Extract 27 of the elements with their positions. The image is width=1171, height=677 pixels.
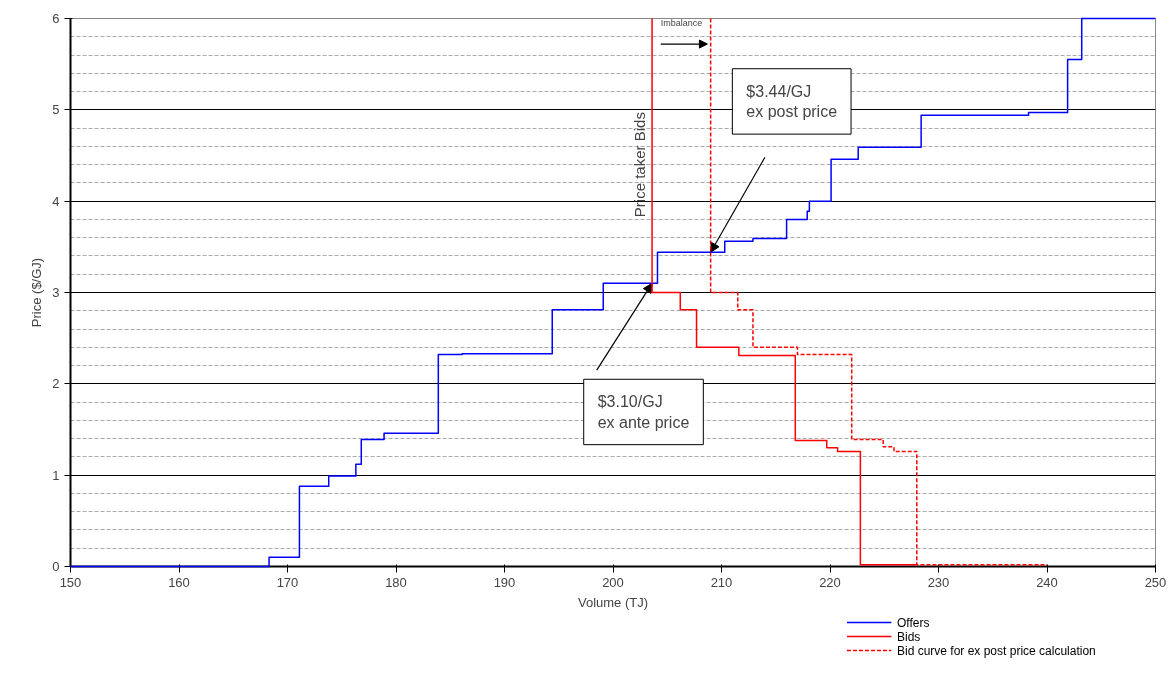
x-tick-label: 180: [385, 574, 407, 590]
y-tick-label: 6: [52, 11, 60, 26]
x-axis-title: Volume (TJ): [577, 594, 649, 610]
x-tick-label: 230: [927, 574, 950, 590]
legend-label: Bid curve for ex post price calculation: [896, 643, 1096, 658]
x-tick-label: 160: [168, 574, 190, 590]
y-axis-title: Price ($/GJ): [29, 257, 45, 328]
x-tick-label: 200: [602, 574, 624, 590]
y-tick-label: 0: [52, 559, 60, 574]
y-tick-label: 4: [52, 193, 60, 209]
annotation: $3.44/GJ ex post price: [746, 82, 838, 121]
y-tick-label: 2: [52, 376, 60, 392]
x-tick-label: 170: [276, 574, 299, 590]
x-tick-label: 190: [493, 574, 516, 590]
y-tick-label: 5: [52, 102, 60, 118]
x-tick-label: 210: [710, 574, 733, 590]
legend-label: Bids: [896, 629, 921, 644]
y-tick-label: 1: [52, 467, 60, 483]
x-tick-label: 250: [1144, 574, 1167, 590]
annotation: $3.10/GJ ex ante price: [597, 393, 690, 431]
x-tick-label: 220: [819, 574, 841, 590]
x-tick-label: 150: [59, 574, 82, 590]
annotation: Price taker Bids: [630, 112, 648, 218]
x-tick-label: 240: [1036, 574, 1058, 590]
y-tick-label: 3: [52, 285, 60, 300]
legend-label: Offers: [896, 615, 930, 630]
annotation: Imbalance: [660, 18, 703, 29]
